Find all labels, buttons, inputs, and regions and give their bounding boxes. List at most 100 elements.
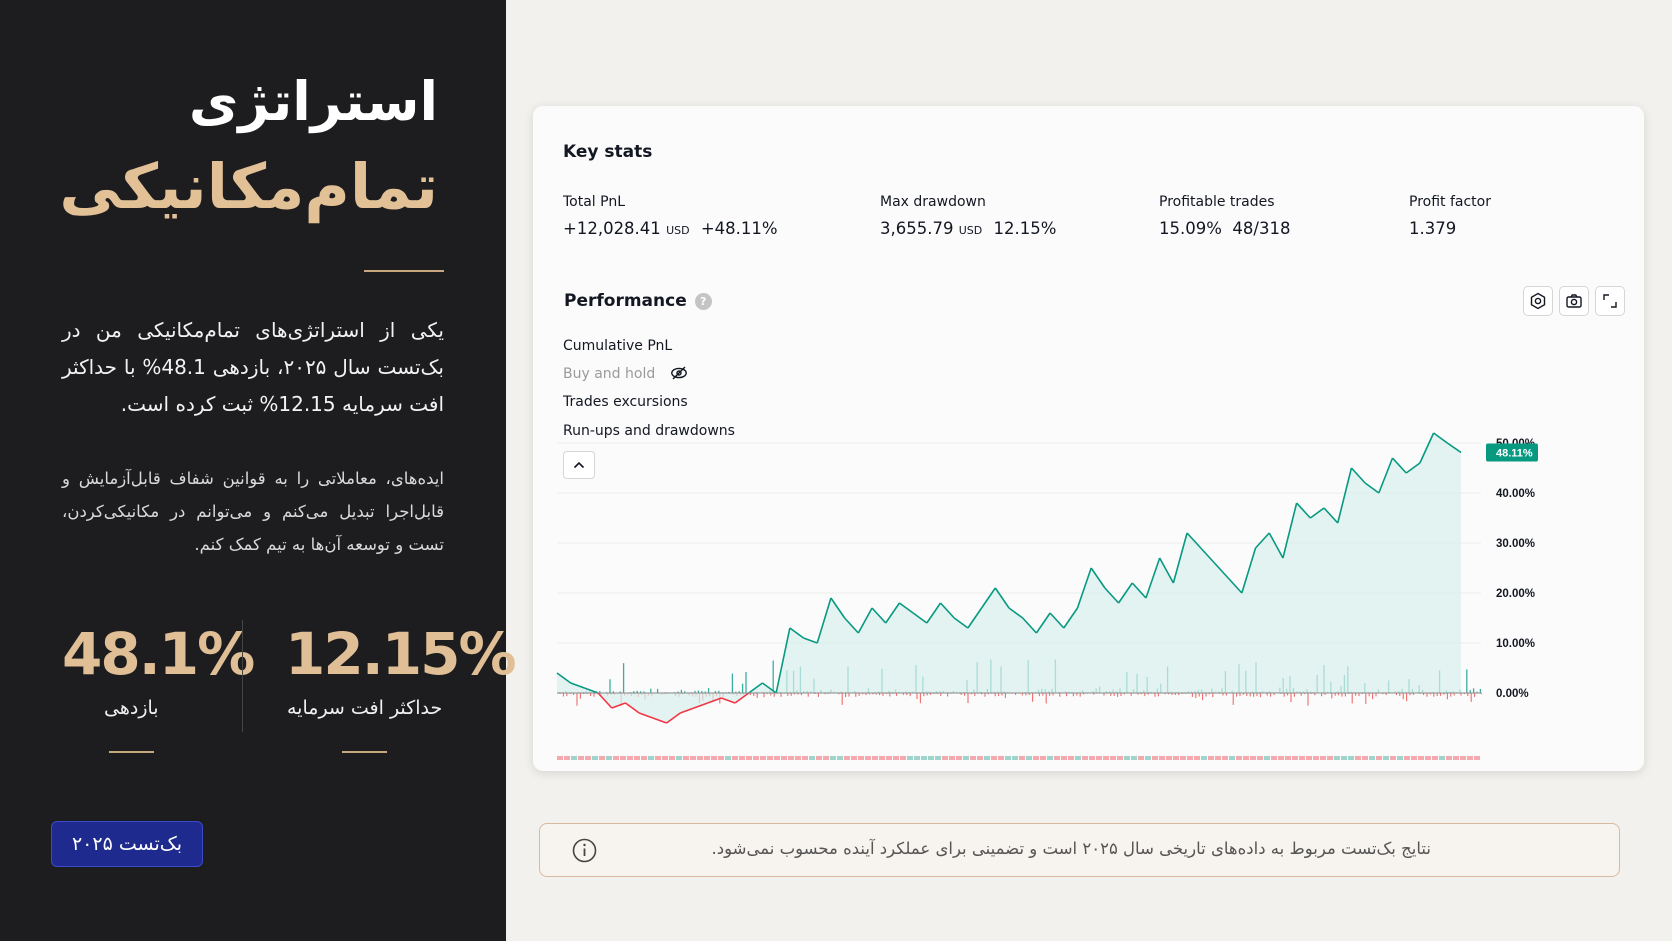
trade-strip-cell [732,756,738,760]
profit-factor-stat: Profit factor 1.379 [1409,194,1491,238]
return-stat-label: بازدهی [104,697,159,719]
trade-strip-cell [809,756,815,760]
key-stats-title: Key stats [563,142,653,162]
legend-buy-and-hold-label: Buy and hold [563,366,656,382]
snapshot-button[interactable] [1559,286,1589,316]
pnl-line-segment [926,602,942,624]
trade-strip-cell [774,756,780,760]
trade-strip-cell [690,756,696,760]
pnl-line-segment [844,617,859,634]
pnl-line-segment [1419,432,1435,464]
trade-strip-cell [557,756,563,760]
trade-strip-cell [1334,756,1340,760]
return-stat-underline [109,751,154,753]
trade-strip-cell [1110,756,1116,760]
pnl-line-segment [1433,432,1448,444]
trade-strip-cell [1180,756,1186,760]
trade-strip-cell [935,756,941,760]
profitable-trades-stat: Profitable trades 15.09% 48/318 [1159,194,1290,238]
backtest-badge: بک‌تست ۲۰۲۵ [51,821,203,867]
settings-button[interactable] [1523,286,1553,316]
pnl-line-segment [721,697,736,704]
trade-strip-cell [1299,756,1305,760]
pnl-line-segment [789,627,805,639]
trade-strip-cell [830,756,836,760]
trade-strip-cell [1313,756,1319,760]
pnl-line-segment [570,682,585,689]
help-icon[interactable]: ? [694,292,712,310]
trade-strip-cell [1292,756,1298,760]
trade-strip-cell [1404,756,1410,760]
trade-strip-cell [1327,756,1333,760]
total-pnl-percent: +48.11% [700,219,778,238]
pnl-line-segment [1241,547,1257,594]
trade-strip-cell [921,756,927,760]
trade-strip-cell [900,756,906,760]
legend-cumulative-pnl[interactable]: Cumulative PnL [563,338,673,354]
trade-strip-cell [872,756,878,760]
trade-strip-cell [641,756,647,760]
trade-strip-cell [1068,756,1074,760]
trade-strip-cell [711,756,717,760]
pnl-line-segment [830,597,846,619]
trade-strip-cell [991,756,997,760]
pnl-line-segment [1309,507,1325,519]
camera-icon [1566,294,1582,308]
legend-buy-and-hold[interactable]: Buy and hold [563,366,688,382]
pnl-line-segment [652,717,667,724]
trade-strip-cell [1019,756,1025,760]
stats-divider [242,620,243,732]
trade-strip-cell [1061,756,1067,760]
drawdown-stat-label: حداکثر افت سرمایه [287,697,443,719]
title-divider [364,270,444,272]
trade-strip-cell [599,756,605,760]
trade-strip-cell [795,756,801,760]
trade-strip-cell [1173,756,1179,760]
performance-chart[interactable]: 50.00%40.00%30.00%20.00%10.00%0.00%48.11… [533,326,1644,771]
total-pnl-stat: Total PnL +12,028.41 USD +48.11% [563,194,778,238]
pnl-line-segment [638,712,654,719]
trade-strip-cell [746,756,752,760]
expand-icon [1603,294,1617,308]
trade-strip-cell [1369,756,1375,760]
trade-strip-cell [907,756,913,760]
y-tick-label: 10.00% [1496,638,1535,650]
pnl-line-segment [1022,617,1037,634]
title-line-2: تمام‌مکانیکی [59,150,438,223]
pnl-line-segment [953,617,969,629]
pnl-line-segment [1063,607,1079,629]
expand-button[interactable] [1595,286,1625,316]
trade-strip-cell [606,756,612,760]
max-drawdown-label: Max drawdown [880,194,986,210]
current-value-label: 48.11% [1496,447,1533,459]
profit-factor-label: Profit factor [1409,194,1491,210]
pnl-line-segment [1323,507,1339,524]
pnl-line-segment [1200,547,1216,564]
pnl-line-segment [967,607,983,629]
trade-strip-cell [1362,756,1368,760]
trade-strip-cell [984,756,990,760]
legend-runups-drawdowns[interactable]: Run-ups and drawdowns [563,423,735,439]
profit-factor-value: 1.379 [1409,219,1457,238]
chevron-up-icon [573,461,585,469]
pnl-line-segment [898,602,914,614]
trade-strip-cell [725,756,731,760]
pnl-line-segment [597,692,613,709]
pnl-line-segment [775,627,791,694]
eye-off-icon[interactable] [670,366,688,380]
disclaimer-box: نتایج بک‌تست مربوط به داده‌های تاریخی سا… [539,823,1620,877]
pnl-line-segment [980,587,996,609]
legend-trades-excursions[interactable]: Trades excursions [563,394,688,410]
pnl-line-segment [1296,502,1311,519]
trade-strip-cell [816,756,822,760]
collapse-legend-button[interactable] [563,451,595,479]
y-tick-label: 30.00% [1496,538,1535,550]
pnl-line-segment [1254,532,1270,549]
pnl-line-segment [666,712,681,724]
return-stat-value: 48.1% [62,620,255,688]
trade-strip-cell [858,756,864,760]
trade-strip-cell [781,756,787,760]
trade-strip-cell [1271,756,1277,760]
trade-strip-cell [949,756,955,760]
trade-strip-cell [1236,756,1242,760]
